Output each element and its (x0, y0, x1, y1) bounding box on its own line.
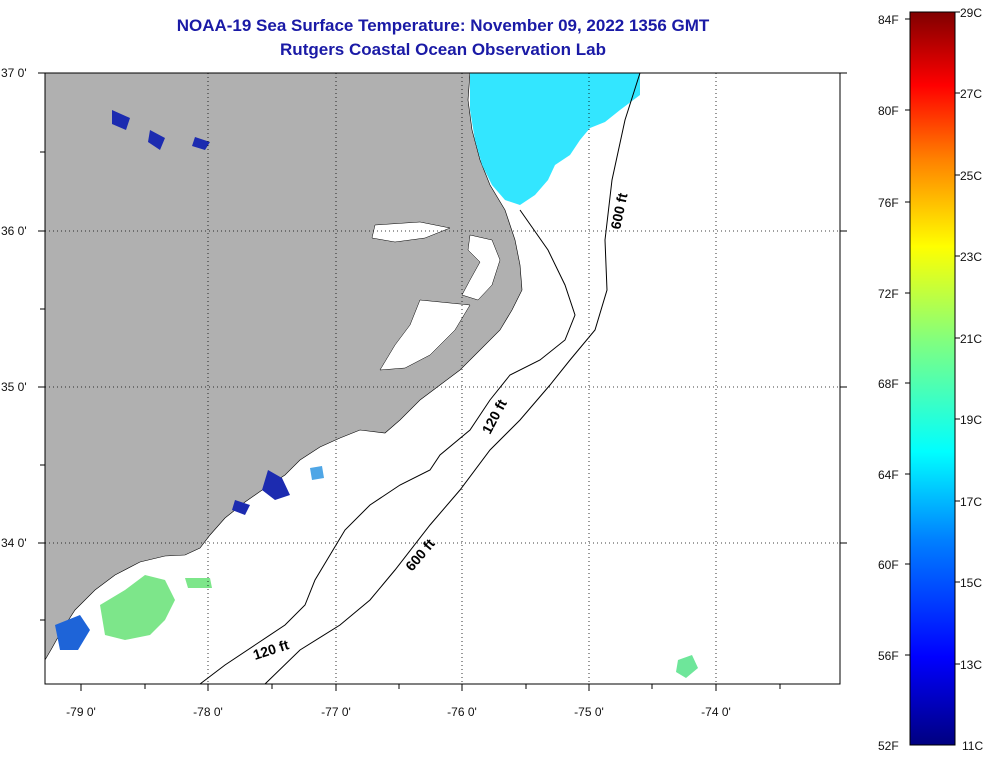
map-title: NOAA-19 Sea Surface Temperature: Novembe… (176, 16, 710, 35)
lat-label-34: 34 0' (1, 536, 27, 550)
contour-120ft (199, 209, 576, 685)
f-label-60: 60F (878, 558, 899, 572)
pamlico-river (379, 299, 471, 371)
f-label-52: 52F (878, 739, 899, 753)
f-label-84: 84F (878, 13, 899, 27)
c-label-15: 15C (960, 576, 982, 590)
land-mass (44, 72, 523, 662)
albemarle-sound (371, 221, 451, 243)
warm-water-se (676, 655, 698, 678)
map-subtitle: Rutgers Coastal Ocean Observation Lab (280, 40, 606, 59)
lon-label-74: -74 0' (701, 705, 731, 719)
f-label-68: 68F (878, 377, 899, 391)
c-label-25: 25C (960, 169, 982, 183)
lat-label-35: 35 0' (1, 380, 27, 394)
map-frame (44, 72, 841, 685)
colorbar (909, 11, 956, 746)
f-label-64: 64F (878, 468, 899, 482)
c-label-19: 19C (960, 413, 982, 427)
lon-label-77: -77 0' (321, 705, 351, 719)
graticule (45, 73, 840, 684)
pamlico-sound (461, 234, 501, 301)
contour-label-600-north: 600 ft (607, 191, 630, 230)
f-label-56: 56F (878, 649, 899, 663)
cold-water-coast (232, 470, 290, 515)
lon-label-75: -75 0' (574, 705, 604, 719)
c-label-23: 23C (960, 250, 982, 264)
lon-label-79: -79 0' (66, 705, 96, 719)
contour-600ft (264, 72, 641, 685)
lat-label-36: 36 0' (1, 224, 27, 238)
cool-water-patch (310, 466, 324, 480)
lon-label-78: -78 0' (193, 705, 223, 719)
c-label-11: 11C (962, 739, 983, 753)
f-label-80: 80F (878, 104, 899, 118)
colorbar-ticks (905, 11, 960, 665)
green-water-sw (100, 575, 212, 640)
lat-label-37: 37 0' (1, 66, 27, 80)
lon-label-76: -76 0' (447, 705, 477, 719)
c-label-21: 21C (960, 332, 982, 346)
c-label-27: 27C (960, 87, 982, 101)
cool-water-sw (55, 615, 90, 650)
c-label-29: 29C (960, 6, 982, 20)
axis-ticks (38, 72, 847, 691)
f-label-76: 76F (878, 196, 899, 210)
cold-water-inland (112, 110, 210, 150)
c-label-17: 17C (960, 495, 982, 509)
f-label-72: 72F (878, 287, 899, 301)
c-label-13: 13C (960, 658, 982, 672)
warm-water-ne (470, 73, 640, 205)
